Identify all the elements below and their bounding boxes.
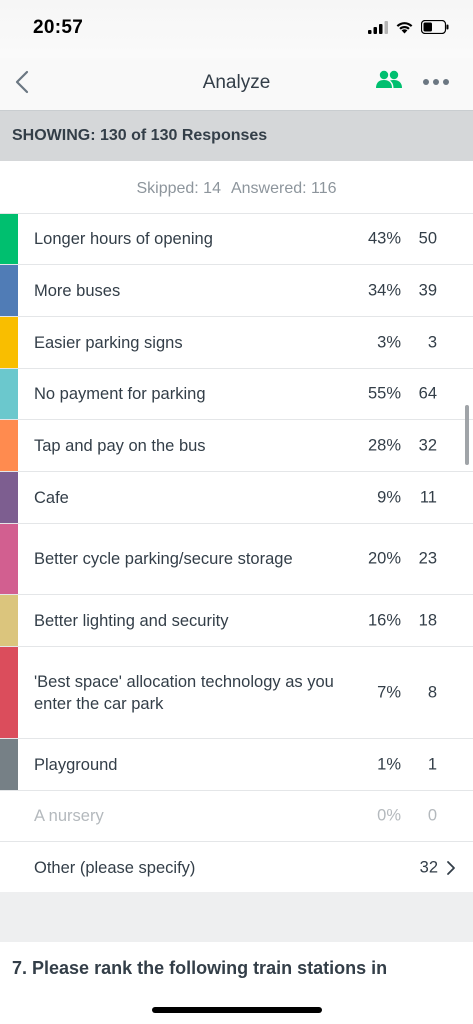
answer-percent: 20% [367, 549, 401, 568]
answer-count: 23 [418, 549, 437, 568]
answer-percent: 43% [367, 229, 401, 248]
answer-row: 'Best space' allocation technology as yo… [0, 647, 473, 739]
color-swatch [0, 472, 18, 523]
status-icons [368, 20, 449, 34]
answer-row: Better cycle parking/secure storage 20% … [0, 524, 473, 595]
page-title: Analyze [202, 72, 271, 93]
color-swatch [0, 595, 18, 646]
answer-percent: 9% [377, 488, 401, 506]
answer-row: More buses 34% 39 [0, 265, 473, 317]
showing-responses-bar[interactable]: SHOWING: 130 of 130 Responses [0, 111, 473, 161]
answer-count: 1 [427, 755, 437, 773]
answer-count: 64 [418, 384, 437, 403]
answer-label: More buses [34, 281, 121, 300]
answer-list: Longer hours of opening 43% 50 More buse… [0, 213, 473, 894]
color-swatch [0, 524, 18, 594]
answer-label: Playground [34, 755, 118, 774]
status-bar: 20:57 [0, 0, 473, 58]
scrollbar[interactable] [465, 405, 469, 465]
answer-percent: 34% [367, 281, 401, 299]
skipped-count: Skipped: 14 [136, 180, 221, 197]
battery-icon [421, 20, 449, 34]
answer-count: 11 [419, 488, 437, 506]
answer-percent: 3% [377, 333, 401, 351]
answer-label: Tap and pay on the bus [34, 436, 206, 455]
answer-label: Better cycle parking/secure storage [34, 550, 293, 568]
other-count: 32 [419, 858, 438, 876]
answer-row: Tap and pay on the bus 28% 32 [0, 420, 473, 472]
section-divider [0, 892, 473, 942]
answer-count: 39 [418, 281, 437, 299]
answer-row: Better lighting and security 16% 18 [0, 595, 473, 647]
back-chevron-icon[interactable] [12, 68, 36, 96]
more-options-icon[interactable] [422, 78, 450, 86]
answer-count: 18 [418, 611, 437, 629]
answer-label: Easier parking signs [34, 333, 183, 352]
home-indicator[interactable] [152, 1007, 322, 1013]
status-time: 20:57 [33, 17, 84, 38]
answer-count: 3 [427, 333, 437, 351]
other-responses-row[interactable]: Other (please specify) 32 [0, 842, 473, 894]
answer-count: 50 [418, 229, 437, 248]
answer-percent: 16% [367, 611, 401, 629]
answer-label: No payment for parking [34, 385, 206, 403]
answer-row: Easier parking signs 3% 3 [0, 317, 473, 369]
answer-label: A nursery [34, 807, 104, 825]
other-label: Other (please specify) [34, 858, 196, 877]
answered-count: Answered: 116 [230, 180, 337, 197]
answer-percent: 55% [367, 384, 401, 403]
chevron-right-icon [447, 860, 455, 875]
answer-label: Longer hours of opening [34, 230, 213, 248]
answer-count: 0 [427, 806, 437, 825]
color-swatch [0, 420, 18, 471]
answer-label: Better lighting and security [34, 611, 229, 630]
answer-percent: 0% [377, 806, 401, 825]
color-swatch [0, 647, 18, 738]
answer-percent: 7% [377, 683, 401, 701]
answer-row: Cafe 9% 11 [0, 472, 473, 524]
answer-count: 8 [427, 683, 437, 701]
signal-icon [368, 20, 388, 34]
color-swatch [0, 214, 18, 264]
response-stats: Skipped: 14 Answered: 116 [0, 161, 473, 213]
next-question-title: 7. Please rank the following train stati… [12, 958, 388, 978]
color-swatch [0, 739, 18, 790]
answer-percent: 28% [367, 436, 401, 454]
color-swatch [0, 317, 18, 368]
nav-bar: Analyze [0, 58, 473, 111]
answer-row: A nursery 0% 0 [0, 791, 473, 842]
people-icon[interactable] [375, 69, 403, 91]
answer-row: No payment for parking 55% 64 [0, 369, 473, 420]
answer-count: 32 [418, 436, 437, 454]
answer-percent: 1% [377, 755, 401, 773]
answer-row: Playground 1% 1 [0, 739, 473, 791]
wifi-icon [396, 22, 413, 34]
showing-responses-text: SHOWING: 130 of 130 Responses [12, 127, 268, 144]
answer-label: Cafe [34, 488, 69, 507]
color-swatch [0, 369, 18, 419]
answer-label: 'Best space' allocation technology as yo… [34, 672, 334, 713]
answer-row: Longer hours of opening 43% 50 [0, 213, 473, 265]
color-swatch [0, 265, 18, 316]
